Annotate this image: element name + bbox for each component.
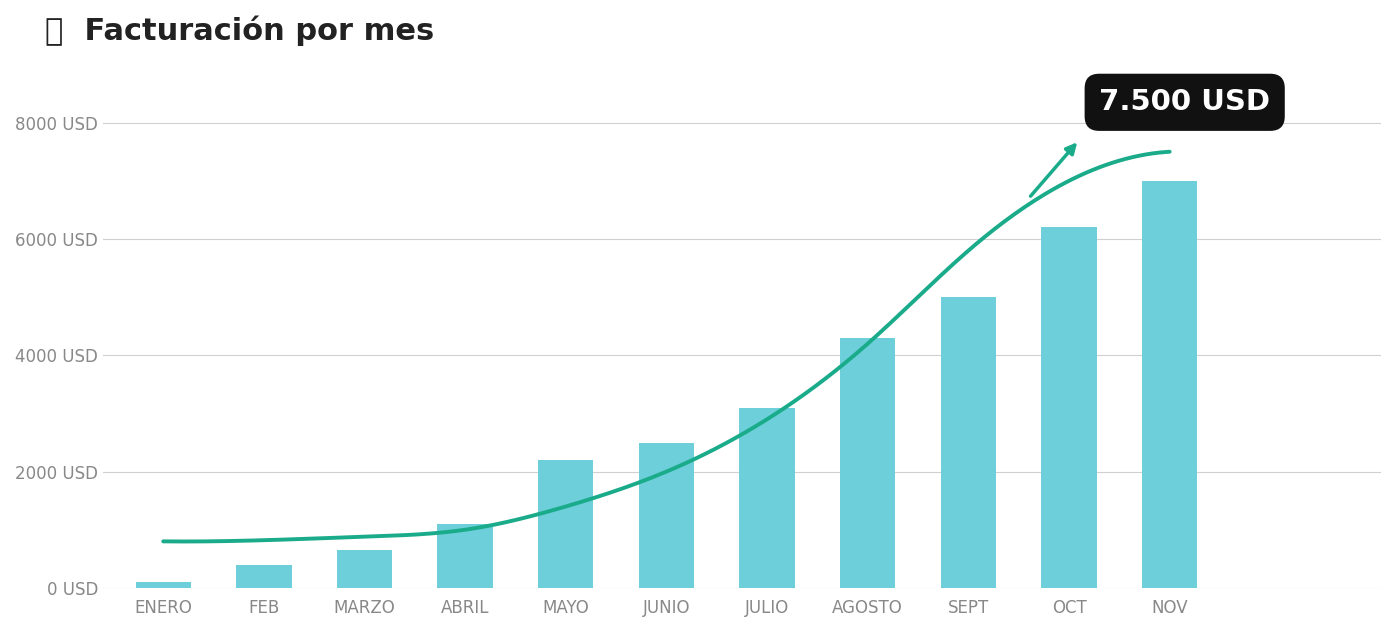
Bar	[135, 582, 191, 588]
Text: 7.500 USD: 7.500 USD	[1099, 88, 1270, 116]
Bar	[639, 442, 694, 588]
Bar	[840, 338, 895, 588]
Bar	[537, 460, 593, 588]
Bar	[1041, 228, 1097, 588]
Text: ⧉  Facturación por mes: ⧉ Facturación por mes	[45, 15, 434, 46]
Bar	[437, 524, 493, 588]
Bar	[336, 550, 392, 588]
Bar	[941, 297, 997, 588]
Bar	[1142, 181, 1198, 588]
Bar	[236, 564, 292, 588]
Bar	[740, 408, 794, 588]
